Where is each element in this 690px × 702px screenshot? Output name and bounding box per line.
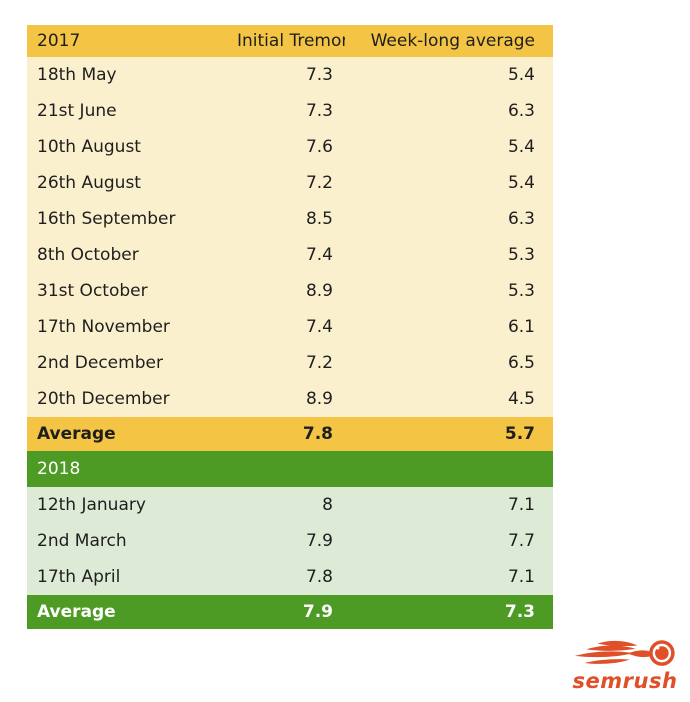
table-row: 18th May 7.3 5.4 <box>27 57 553 93</box>
date-cell: 16th September <box>27 201 227 237</box>
week-average-cell: 6.3 <box>345 201 553 237</box>
date-cell: 17th April <box>27 559 227 595</box>
date-cell: 21st June <box>27 93 227 129</box>
week-average-cell: 6.3 <box>345 93 553 129</box>
column-header-week-long-average: Week-long average <box>345 25 553 57</box>
semrush-flame-icon <box>574 640 675 666</box>
average-week-average: 5.7 <box>345 417 553 451</box>
table-row: 16th September 8.5 6.3 <box>27 201 553 237</box>
week-average-cell: 6.1 <box>345 309 553 345</box>
average-label: Average <box>27 417 227 451</box>
initial-tremor-cell: 7.3 <box>227 93 345 129</box>
table-row: 20th December 8.9 4.5 <box>27 381 553 417</box>
column-header-initial-tremor: Initial Tremor <box>227 25 345 57</box>
week-average-cell: 5.4 <box>345 129 553 165</box>
date-cell: 18th May <box>27 57 227 93</box>
initial-tremor-cell: 8.9 <box>227 381 345 417</box>
date-cell: 12th January <box>27 487 227 523</box>
date-cell: 20th December <box>27 381 227 417</box>
initial-tremor-cell: 7.6 <box>227 129 345 165</box>
average-week-average: 7.3 <box>345 595 553 629</box>
table-row: 17th April 7.8 7.1 <box>27 559 553 595</box>
date-cell: 2nd March <box>27 523 227 559</box>
tremor-results-table-wrap: 2017 Initial Tremor Week-long average 18… <box>27 25 553 629</box>
table-row: 12th January 8 7.1 <box>27 487 553 523</box>
date-cell: 26th August <box>27 165 227 201</box>
week-average-cell: 7.1 <box>345 487 553 523</box>
average-initial-tremor: 7.9 <box>227 595 345 629</box>
average-label: Average <box>27 595 227 629</box>
week-average-cell: 5.3 <box>345 273 553 309</box>
week-average-cell: 7.7 <box>345 523 553 559</box>
initial-tremor-cell: 7.4 <box>227 237 345 273</box>
average-initial-tremor: 7.8 <box>227 417 345 451</box>
week-average-cell: 5.3 <box>345 237 553 273</box>
initial-tremor-cell: 7.3 <box>227 57 345 93</box>
year-2018-label: 2018 <box>27 451 227 487</box>
table-row: 31st October 8.9 5.3 <box>27 273 553 309</box>
table-row: 2nd March 7.9 7.7 <box>27 523 553 559</box>
semrush-logo: semrush <box>561 638 689 692</box>
table-row: 17th November 7.4 6.1 <box>27 309 553 345</box>
initial-tremor-cell: 7.2 <box>227 345 345 381</box>
week-average-cell: 7.1 <box>345 559 553 595</box>
initial-tremor-cell: 8.9 <box>227 273 345 309</box>
year-2018-header-row: 2018 <box>27 451 553 487</box>
year-2017-header: 2017 <box>27 25 227 57</box>
week-average-cell: 4.5 <box>345 381 553 417</box>
week-average-cell: 6.5 <box>345 345 553 381</box>
tremor-results-table: 2017 Initial Tremor Week-long average 18… <box>27 25 553 629</box>
date-cell: 8th October <box>27 237 227 273</box>
date-cell: 10th August <box>27 129 227 165</box>
week-average-cell: 5.4 <box>345 165 553 201</box>
initial-tremor-cell: 8.5 <box>227 201 345 237</box>
table-row: 2nd December 7.2 6.5 <box>27 345 553 381</box>
table-header-row: 2017 Initial Tremor Week-long average <box>27 25 553 57</box>
table-row: 8th October 7.4 5.3 <box>27 237 553 273</box>
date-cell: 17th November <box>27 309 227 345</box>
initial-tremor-cell: 8 <box>227 487 345 523</box>
initial-tremor-cell: 7.2 <box>227 165 345 201</box>
date-cell: 31st October <box>27 273 227 309</box>
table-row: 26th August 7.2 5.4 <box>27 165 553 201</box>
week-average-cell: 5.4 <box>345 57 553 93</box>
initial-tremor-cell: 7.9 <box>227 523 345 559</box>
semrush-wordmark: semrush <box>572 669 678 693</box>
date-cell: 2nd December <box>27 345 227 381</box>
average-row-2017: Average 7.8 5.7 <box>27 417 553 451</box>
table-row: 10th August 7.6 5.4 <box>27 129 553 165</box>
average-row-2018: Average 7.9 7.3 <box>27 595 553 629</box>
initial-tremor-cell: 7.4 <box>227 309 345 345</box>
table-row: 21st June 7.3 6.3 <box>27 93 553 129</box>
initial-tremor-cell: 7.8 <box>227 559 345 595</box>
